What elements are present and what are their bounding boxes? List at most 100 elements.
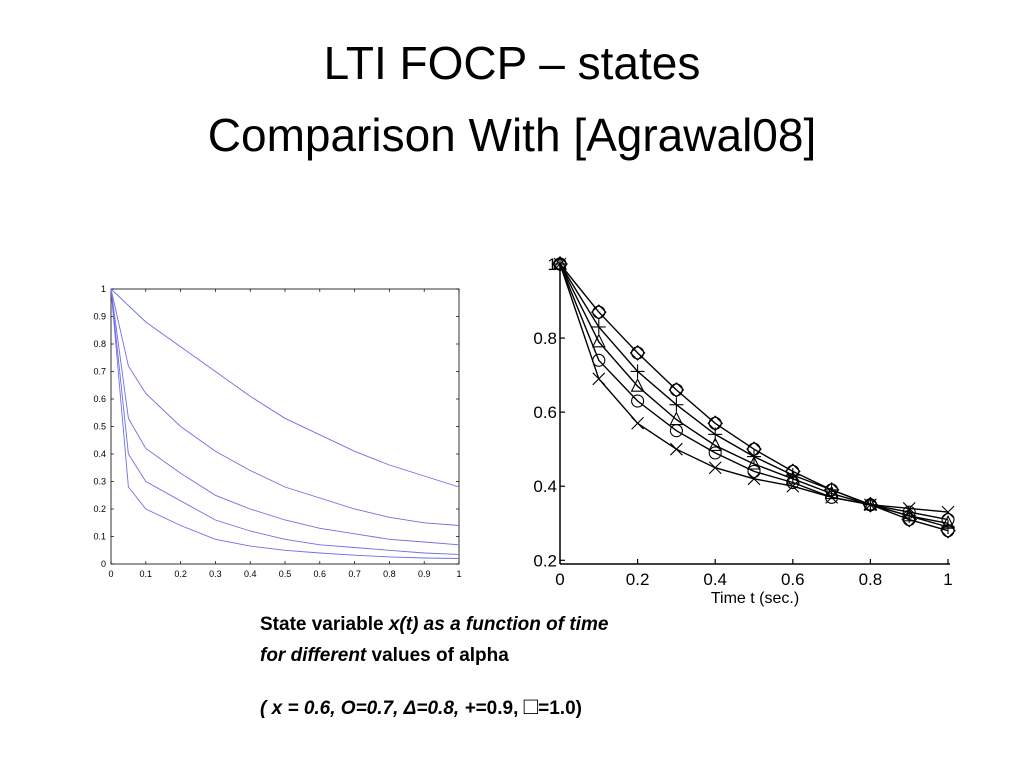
triangle-marker: [747, 455, 761, 470]
right-x-tick-label: 0.6: [781, 570, 805, 589]
x-marker: [631, 416, 644, 430]
triangle-marker: [785, 470, 800, 485]
left-y-tick-label: 0.6: [93, 394, 106, 404]
left-x-tick-label: 0.6: [314, 569, 327, 579]
left-x-tick-label: 1: [456, 569, 461, 579]
caption-line-3: ( x = 0.6, O=0.7, Δ=0.8, +=0.9, □=1.0): [260, 695, 582, 719]
x-marker: [670, 442, 683, 456]
left-series-line-5: [110, 288, 460, 559]
circle-marker: [747, 464, 761, 478]
right-y-tick-label: 0.8: [533, 329, 557, 348]
square-marker: [862, 496, 879, 513]
circle-overlay-marker: [669, 383, 683, 397]
circle-overlay-marker: [902, 513, 916, 527]
caption-line-3-legend-italic: ( x = 0.6, O=0.7, Δ=0.8, +: [260, 698, 476, 719]
right-x-axis-label: Time t (sec.): [711, 590, 799, 607]
left-y-tick-label: 0.8: [93, 339, 106, 349]
left-y-tick-label: 0.4: [93, 449, 106, 459]
left-x-tick-label: 0.9: [418, 569, 431, 579]
plus-marker: [669, 397, 684, 412]
slide-title-line-2: Comparison With [Agrawal08]: [207, 109, 817, 161]
circle-overlay-marker: [747, 442, 761, 456]
left-x-tick-label: 0.3: [209, 569, 222, 579]
circle-marker: [592, 353, 606, 367]
left-x-tick-label: 0.2: [174, 569, 187, 579]
left-series-line-1: [110, 288, 460, 488]
right-series-line-triangle: [559, 263, 949, 524]
caption-line-2-italic: for different: [260, 645, 367, 666]
circle-overlay-marker: [708, 416, 722, 430]
square-marker-icon: □: [523, 693, 539, 720]
right-series-line-plus: [559, 263, 949, 528]
circle-overlay-marker: [941, 524, 955, 538]
right-series-line-square: [559, 263, 949, 532]
left-y-tick-label: 0.2: [93, 504, 106, 514]
circle-marker: [631, 394, 645, 408]
square-marker: [552, 256, 568, 272]
square-marker: [784, 463, 801, 480]
left-series-line-2: [110, 288, 460, 526]
left-y-tick-label: 0.9: [93, 312, 106, 322]
left-y-tick-label: 0.7: [93, 367, 106, 377]
left-x-tick-label: 0.4: [244, 569, 257, 579]
left-x-tick-label: 0.8: [383, 569, 396, 579]
triangle-marker: [824, 485, 839, 500]
left-series-line-3: [110, 288, 460, 546]
right-series-line-x: [559, 263, 949, 513]
circle-overlay-marker: [631, 346, 645, 360]
right-x-tick-label: 1: [943, 570, 952, 589]
triangle-marker: [669, 411, 684, 426]
triangle-marker: [708, 437, 723, 452]
square-marker: [746, 441, 762, 458]
square-marker: [668, 382, 685, 398]
left-x-tick-label: 0.1: [140, 569, 153, 579]
left-y-tick-label: 0.5: [93, 422, 106, 432]
caption-line-1: State variable x(t) as a function of tim…: [260, 615, 608, 634]
circle-overlay-marker: [863, 498, 877, 512]
x-marker: [592, 372, 606, 386]
square-marker: [901, 511, 918, 528]
right-x-tick-label: 0.2: [626, 570, 650, 589]
left-series-line-4: [110, 288, 460, 555]
left-y-tick-label: 0.3: [93, 477, 106, 487]
caption-line-1-normal: State variable: [260, 614, 389, 635]
triangle-marker: [630, 377, 645, 392]
right-x-tick-label: 0.8: [859, 570, 883, 589]
left-y-tick-label: 0: [101, 559, 106, 569]
caption-line-3-end: =1.0): [538, 698, 582, 719]
caption-line-1-italic: x(t) as a function of time: [388, 614, 609, 635]
circle-overlay-marker: [786, 464, 800, 478]
right-y-tick-label: 1: [548, 255, 557, 274]
x-marker: [786, 479, 800, 493]
left-y-tick-label: 0.1: [93, 532, 106, 542]
circle-overlay-marker: [825, 483, 839, 497]
caption-line-2-normal: values of alpha: [366, 645, 509, 666]
circle-overlay-marker: [553, 257, 567, 271]
x-marker: [941, 505, 955, 519]
left-y-tick-label: 1: [101, 284, 106, 294]
left-x-tick-label: 0: [108, 569, 113, 579]
triangle-marker: [591, 333, 606, 348]
x-marker: [747, 472, 761, 486]
square-marker: [823, 482, 840, 498]
left-x-tick-label: 0.7: [348, 569, 361, 579]
square-marker: [590, 304, 607, 320]
square-marker: [629, 345, 646, 361]
caption-line-3-legend-normal: =0.9,: [475, 698, 524, 719]
square-marker: [940, 522, 956, 539]
x-marker: [708, 461, 722, 475]
right-y-tick-label: 0.2: [533, 551, 557, 570]
caption-line-2: for different values of alpha: [260, 646, 509, 665]
right-y-tick-label: 0.4: [533, 477, 557, 496]
right-x-tick-label: 0: [555, 570, 564, 589]
plus-marker: [591, 319, 606, 334]
square-marker: [707, 415, 724, 432]
right-series-line-o: [559, 263, 949, 521]
right-y-tick-label: 0.6: [533, 403, 557, 422]
plus-marker: [630, 364, 645, 379]
slide-title-line-1: LTI FOCP – states: [323, 37, 701, 89]
circle-marker: [708, 446, 722, 460]
right-x-tick-label: 0.4: [703, 570, 727, 589]
